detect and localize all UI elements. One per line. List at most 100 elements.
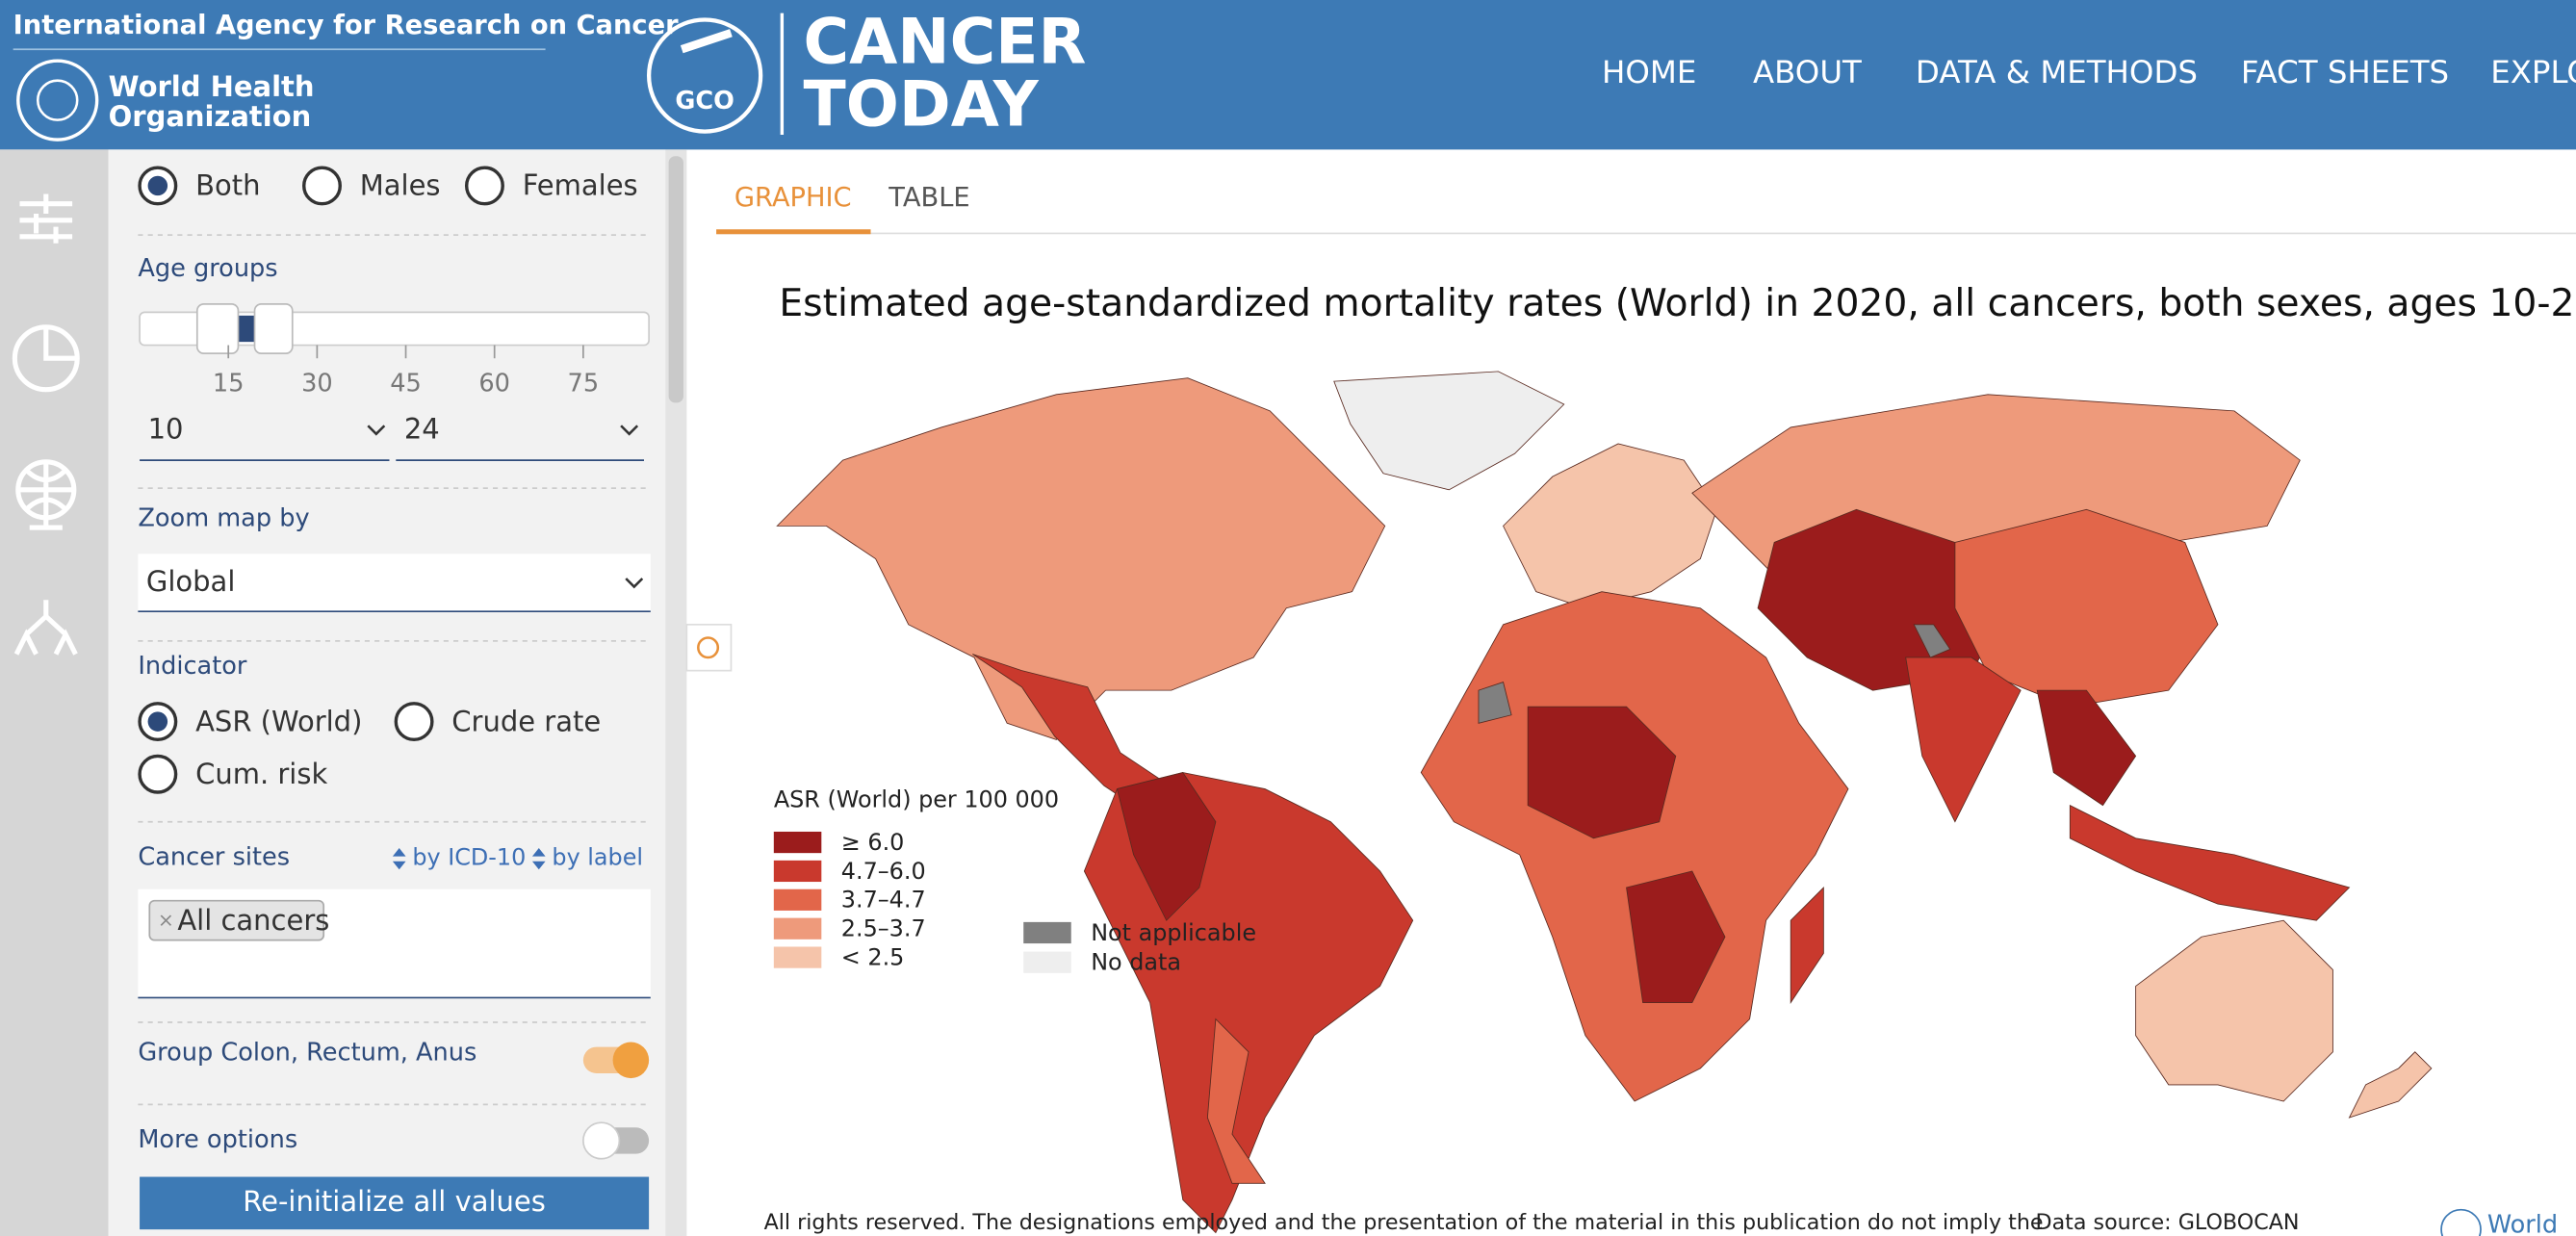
- select-value[interactable]: Global: [146, 565, 235, 598]
- legend-swatch: [773, 888, 822, 911]
- madagascar[interactable]: [1790, 886, 1824, 1004]
- nav-link[interactable]: HOME: [1602, 54, 1696, 90]
- europe[interactable]: [1503, 443, 1717, 609]
- section-label: Zoom map by: [138, 504, 309, 533]
- slider-handle[interactable]: [195, 303, 240, 354]
- radio-label[interactable]: Cum. risk: [195, 758, 327, 790]
- nav-link[interactable]: ABOUT: [1753, 54, 1862, 90]
- legend-label: < 2.5: [841, 943, 905, 970]
- reset-button[interactable]: [140, 1176, 650, 1230]
- tab[interactable]: TABLE: [888, 183, 969, 213]
- gco-logo[interactable]: [646, 17, 763, 134]
- slider-tick-label: 45: [390, 370, 422, 399]
- map-title: Estimated age-standardized mortality rat…: [779, 282, 2576, 325]
- sort-link[interactable]: by ICD-10: [412, 843, 526, 870]
- legend-swatch: [1023, 921, 1071, 944]
- collapse-icon: [697, 636, 720, 659]
- section-label: More options: [138, 1125, 297, 1154]
- who-name: Organization: [109, 100, 312, 133]
- southern-africa[interactable]: [1626, 870, 1726, 1003]
- who-mini: World: [2487, 1211, 2558, 1236]
- age-to[interactable]: 24: [404, 412, 440, 445]
- indonesia[interactable]: [2069, 804, 2351, 921]
- gco-text: GCO: [675, 87, 734, 116]
- filter-icon[interactable]: [19, 193, 73, 244]
- toggle-knob: [582, 1121, 621, 1160]
- greenland[interactable]: [1333, 371, 1565, 491]
- radio[interactable]: [138, 754, 178, 794]
- slider-range: [238, 315, 255, 343]
- andes[interactable]: [1116, 772, 1217, 921]
- slider-tick-label: 15: [213, 370, 245, 399]
- argentina[interactable]: [1206, 1017, 1266, 1184]
- scrollbar[interactable]: [665, 149, 687, 1236]
- radio[interactable]: [464, 166, 504, 206]
- legend-label: 3.7–4.7: [841, 887, 926, 914]
- legend-label: No data: [1091, 949, 1181, 976]
- section-label: Group Colon, Rectum, Anus: [138, 1038, 477, 1067]
- site-tag[interactable]: [148, 899, 325, 941]
- who-name: World Health: [109, 70, 315, 103]
- select[interactable]: [138, 554, 651, 612]
- section-label: Indicator: [138, 652, 247, 681]
- radio[interactable]: [302, 166, 342, 206]
- section-label: Cancer sites: [138, 842, 290, 871]
- west-africa[interactable]: [1527, 706, 1677, 839]
- toggle-knob: [612, 1042, 650, 1079]
- footer-note: All rights reserved. The designations em…: [764, 1210, 2044, 1235]
- new-zealand[interactable]: [2348, 1051, 2433, 1119]
- radio-dot: [147, 711, 168, 732]
- china[interactable]: [1954, 508, 2219, 708]
- who-logo[interactable]: [16, 59, 99, 142]
- slider-handle[interactable]: [253, 303, 294, 354]
- radio-label[interactable]: Females: [523, 169, 638, 202]
- radio-label[interactable]: Crude rate: [451, 705, 601, 737]
- legend-label: 4.7–6.0: [841, 858, 926, 885]
- legend-label: 2.5–3.7: [841, 915, 926, 942]
- legend-swatch: [773, 860, 822, 883]
- remove-icon[interactable]: [160, 914, 172, 926]
- not-applicable-area[interactable]: [1913, 624, 1951, 658]
- who-mini-logo: [2440, 1208, 2482, 1236]
- nav-link[interactable]: FACT SHEETS: [2241, 54, 2449, 90]
- data-source: Data source: GLOBOCAN: [2036, 1210, 2300, 1235]
- world-map: [776, 371, 2433, 1234]
- telescope: [680, 29, 733, 54]
- legend-label: ≥ 6.0: [841, 829, 905, 856]
- org-name[interactable]: International Agency for Research on Can…: [13, 11, 679, 40]
- header: [0, 0, 2576, 150]
- se-asia[interactable]: [2036, 689, 2137, 807]
- africa[interactable]: [1420, 591, 1849, 1102]
- australia[interactable]: [2135, 919, 2333, 1102]
- brand[interactable]: TODAY: [804, 68, 1040, 141]
- north-america[interactable]: [776, 377, 1386, 740]
- western-sahara[interactable]: [1478, 682, 1512, 724]
- radio-label[interactable]: Males: [360, 169, 441, 202]
- age-from[interactable]: 10: [148, 412, 184, 445]
- who-logo-globe: [36, 79, 79, 121]
- india[interactable]: [1905, 657, 2022, 823]
- radio-label[interactable]: ASR (World): [195, 705, 362, 737]
- chevron: [625, 578, 644, 589]
- radio-label[interactable]: Both: [195, 169, 260, 202]
- chevron: [367, 425, 386, 436]
- radio-dot: [147, 175, 168, 196]
- nav-link[interactable]: EXPLO: [2490, 54, 2576, 90]
- section-label: Age groups: [138, 254, 277, 283]
- tree-icon[interactable]: [13, 600, 78, 656]
- slider-tick-label: 75: [568, 370, 600, 399]
- brand[interactable]: CANCER: [804, 6, 1087, 78]
- sort-link[interactable]: by label: [552, 843, 643, 870]
- site-tag-label: All cancers: [177, 904, 329, 937]
- icon-rail: [0, 149, 109, 1236]
- reset-label: Re-initialize all values: [243, 1185, 546, 1218]
- scroll-thumb[interactable]: [668, 156, 683, 403]
- tab[interactable]: GRAPHIC: [734, 183, 852, 213]
- chevron: [620, 425, 639, 436]
- radio[interactable]: [394, 702, 434, 742]
- collapse-button[interactable]: [685, 623, 733, 672]
- nav-link[interactable]: DATA & METHODS: [1916, 54, 2198, 90]
